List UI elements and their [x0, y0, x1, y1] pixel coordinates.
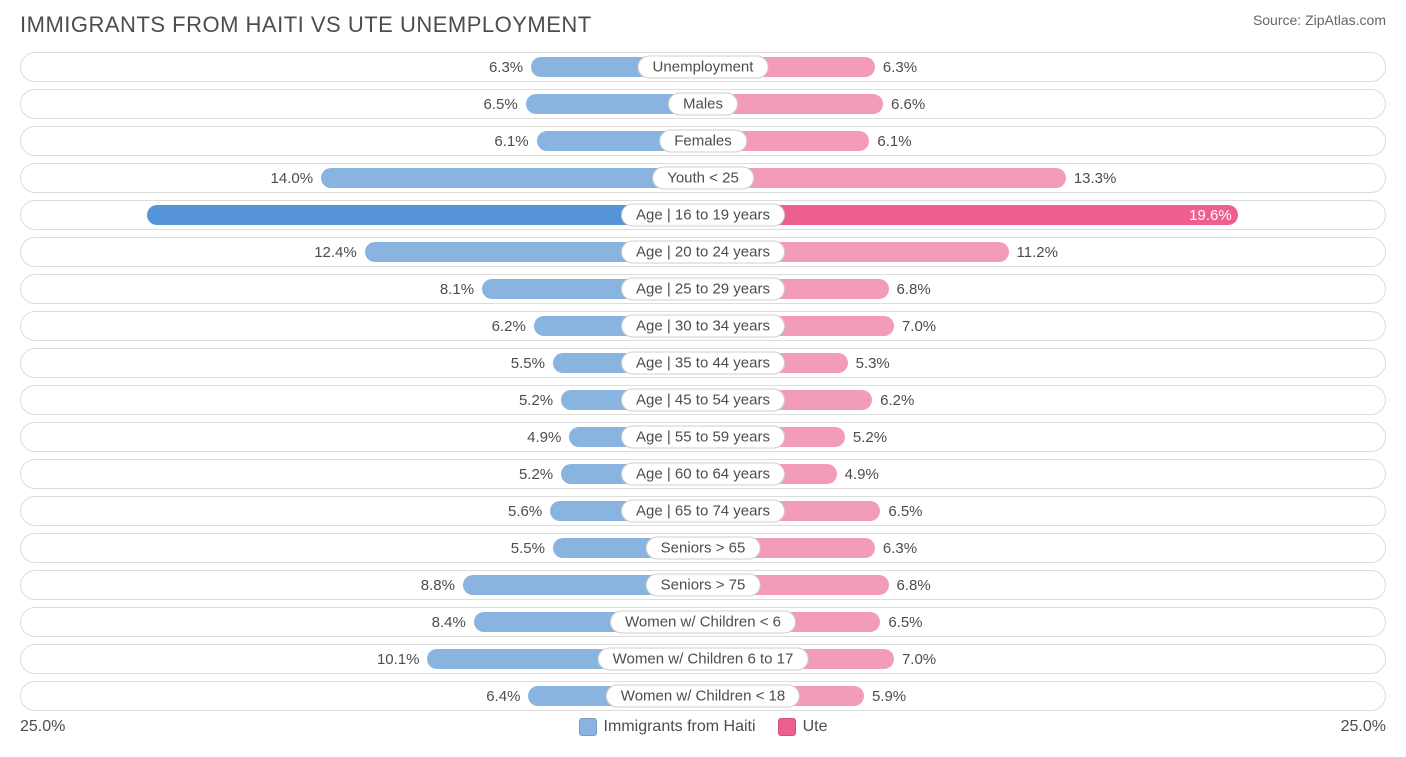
chart-title: IMMIGRANTS FROM HAITI VS UTE UNEMPLOYMEN… — [20, 12, 592, 38]
category-label: Age | 45 to 54 years — [621, 389, 785, 412]
value-label-right: 4.9% — [837, 460, 879, 488]
value-label-left: 6.5% — [483, 90, 525, 118]
value-label-left: 6.3% — [489, 53, 531, 81]
value-label-right: 7.0% — [894, 645, 936, 673]
category-label: Males — [668, 93, 738, 116]
value-label-right: 6.8% — [889, 275, 931, 303]
chart-row: 14.0% 13.3% Youth < 25 — [20, 163, 1386, 193]
value-label-left: 5.5% — [511, 349, 553, 377]
value-label-left: 5.2% — [519, 386, 561, 414]
value-label-left: 5.2% — [519, 460, 561, 488]
value-label-right: 19.6% — [1189, 205, 1232, 225]
value-label-right: 5.9% — [864, 682, 906, 710]
chart-row: 20.4% 19.6% Age | 16 to 19 years — [20, 200, 1386, 230]
chart-row: 5.2% 4.9% Age | 60 to 64 years — [20, 459, 1386, 489]
value-label-right: 6.3% — [875, 534, 917, 562]
value-label-left: 6.1% — [494, 127, 536, 155]
category-label: Youth < 25 — [652, 167, 754, 190]
value-label-right: 7.0% — [894, 312, 936, 340]
legend-label-right: Ute — [803, 718, 828, 736]
value-label-right: 5.3% — [848, 349, 890, 377]
value-label-left: 12.4% — [314, 238, 365, 266]
value-label-left: 20.4% — [153, 205, 698, 225]
legend-item-left: Immigrants from Haiti — [579, 718, 756, 736]
value-label-left: 8.8% — [421, 571, 463, 599]
category-label: Age | 25 to 29 years — [621, 278, 785, 301]
bar-left — [321, 168, 703, 188]
chart-row: 5.5% 5.3% Age | 35 to 44 years — [20, 348, 1386, 378]
chart-row: 6.2% 7.0% Age | 30 to 34 years — [20, 311, 1386, 341]
chart-source: Source: ZipAtlas.com — [1253, 12, 1386, 28]
bar-left: 20.4% — [147, 205, 704, 225]
chart-row: 6.5% 6.6% Males — [20, 89, 1386, 119]
chart-row: 4.9% 5.2% Age | 55 to 59 years — [20, 422, 1386, 452]
chart-row: 5.5% 6.3% Seniors > 65 — [20, 533, 1386, 563]
value-label-right: 6.5% — [880, 608, 922, 636]
chart-row: 6.1% 6.1% Females — [20, 126, 1386, 156]
chart-row: 6.3% 6.3% Unemployment — [20, 52, 1386, 82]
value-label-left: 6.2% — [492, 312, 534, 340]
value-label-right: 11.2% — [1009, 238, 1058, 266]
value-label-left: 8.4% — [432, 608, 474, 636]
chart-footer: 25.0% Immigrants from Haiti Ute 25.0% — [20, 718, 1386, 736]
category-label: Age | 30 to 34 years — [621, 315, 785, 338]
legend-swatch-left — [579, 718, 597, 736]
legend-item-right: Ute — [778, 718, 828, 736]
chart-row: 8.4% 6.5% Women w/ Children < 6 — [20, 607, 1386, 637]
axis-max-right: 25.0% — [1341, 718, 1386, 736]
diverging-bar-chart: 6.3%6.3%Unemployment6.5%6.6%Males6.1%6.1… — [20, 52, 1386, 711]
bar-right — [703, 168, 1066, 188]
value-label-right: 6.3% — [875, 53, 917, 81]
category-label: Females — [659, 130, 747, 153]
category-label: Age | 16 to 19 years — [621, 204, 785, 227]
value-label-right: 6.1% — [869, 127, 911, 155]
chart-row: 8.1% 6.8% Age | 25 to 29 years — [20, 274, 1386, 304]
value-label-right: 6.6% — [883, 90, 925, 118]
value-label-right: 13.3% — [1066, 164, 1117, 192]
chart-row: 8.8% 6.8% Seniors > 75 — [20, 570, 1386, 600]
legend: Immigrants from Haiti Ute — [579, 718, 828, 736]
category-label: Age | 55 to 59 years — [621, 426, 785, 449]
category-label: Age | 60 to 64 years — [621, 463, 785, 486]
category-label: Age | 20 to 24 years — [621, 241, 785, 264]
value-label-left: 14.0% — [271, 164, 322, 192]
chart-row: 5.6% 6.5% Age | 65 to 74 years — [20, 496, 1386, 526]
category-label: Women w/ Children 6 to 17 — [598, 648, 809, 671]
chart-row: 12.4% 11.2% Age | 20 to 24 years — [20, 237, 1386, 267]
value-label-left: 5.6% — [508, 497, 550, 525]
category-label: Age | 65 to 74 years — [621, 500, 785, 523]
value-label-right: 6.8% — [889, 571, 931, 599]
chart-header: IMMIGRANTS FROM HAITI VS UTE UNEMPLOYMEN… — [20, 12, 1386, 38]
category-label: Age | 35 to 44 years — [621, 352, 785, 375]
value-label-right: 6.2% — [872, 386, 914, 414]
chart-row: 6.4% 5.9% Women w/ Children < 18 — [20, 681, 1386, 711]
value-label-left: 5.5% — [511, 534, 553, 562]
value-label-left: 10.1% — [377, 645, 428, 673]
axis-max-left: 25.0% — [20, 718, 65, 736]
legend-label-left: Immigrants from Haiti — [604, 718, 756, 736]
value-label-right: 5.2% — [845, 423, 887, 451]
value-label-left: 6.4% — [486, 682, 528, 710]
legend-swatch-right — [778, 718, 796, 736]
category-label: Women w/ Children < 6 — [610, 611, 796, 634]
value-label-left: 4.9% — [527, 423, 569, 451]
category-label: Seniors > 65 — [646, 537, 761, 560]
chart-row: 5.2% 6.2% Age | 45 to 54 years — [20, 385, 1386, 415]
value-label-right: 6.5% — [880, 497, 922, 525]
chart-row: 10.1% 7.0% Women w/ Children 6 to 17 — [20, 644, 1386, 674]
category-label: Seniors > 75 — [646, 574, 761, 597]
category-label: Women w/ Children < 18 — [606, 685, 800, 708]
value-label-left: 8.1% — [440, 275, 482, 303]
category-label: Unemployment — [638, 56, 769, 79]
